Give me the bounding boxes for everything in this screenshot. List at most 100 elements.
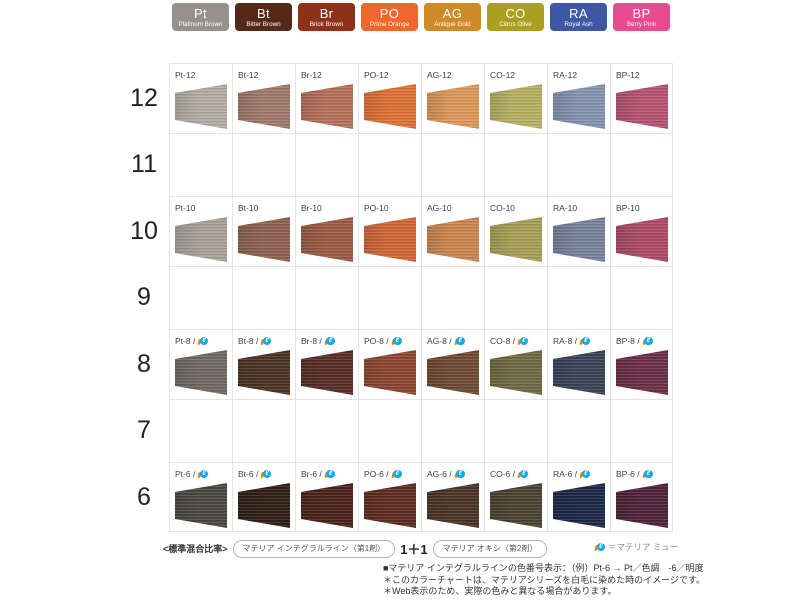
swatch-label-Br-12: Br-12 bbox=[301, 70, 358, 80]
swatch-RA-8 bbox=[553, 350, 605, 395]
swatch-label-Pt-6: Pt-6 / ℓ bbox=[175, 469, 232, 479]
empty-cell-level11-col6 bbox=[547, 133, 610, 196]
empty-cell-level9-col3 bbox=[358, 266, 421, 329]
empty-cell-level9-col4 bbox=[421, 266, 484, 329]
swatch-cell-Pt-6: Pt-6 / ℓ bbox=[169, 462, 232, 532]
level-label-8: 8 bbox=[137, 349, 151, 378]
swatch-label-RA-6: RA-6 / ℓ bbox=[553, 469, 610, 479]
footnote-line: ■マテリア インテグラルラインの色番号表示：（例）Pt-6 → Pt／色調 -6… bbox=[383, 563, 704, 573]
swatch-code-text: BP-6 / bbox=[616, 469, 640, 479]
series-name: Platinum Brown bbox=[178, 20, 223, 28]
series-name: Citrus Olive bbox=[499, 20, 532, 28]
swatch-PO-12 bbox=[364, 84, 416, 129]
swatch-label-AG-10: AG-10 bbox=[427, 203, 484, 213]
swatch-code-text: RA-6 / bbox=[553, 469, 578, 479]
swatch-cell-Bt-8: Bt-8 / ℓ bbox=[232, 329, 295, 399]
swatch-label-Br-8: Br-8 / ℓ bbox=[301, 336, 358, 346]
swatch-label-Bt-8: Bt-8 / ℓ bbox=[238, 336, 295, 346]
swatch-code-text: Pt-6 / bbox=[175, 469, 196, 479]
swatch-cell-BP-10: BP-10 bbox=[610, 196, 673, 266]
swatch-code-text: CO-12 bbox=[490, 70, 516, 80]
swatch-label-CO-12: CO-12 bbox=[490, 70, 547, 80]
swatch-cell-AG-6: AG-6 / ℓ bbox=[421, 462, 484, 532]
materia-mu-icon: ℓ bbox=[197, 469, 209, 479]
swatch-code-text: Bt-8 / bbox=[238, 336, 259, 346]
swatch-BP-12 bbox=[616, 84, 668, 129]
materia-mu-icon: ℓ bbox=[453, 469, 465, 479]
swatch-label-AG-8: AG-8 / ℓ bbox=[427, 336, 484, 346]
materia-mu-icon: ℓ bbox=[390, 469, 402, 479]
swatch-label-BP-8: BP-8 / ℓ bbox=[616, 336, 672, 346]
series-header: Pt Platinum Brown Bt Bitter Brown Br Brick Br… bbox=[169, 3, 673, 31]
materia-mu-icon: ℓ bbox=[260, 336, 272, 346]
swatch-label-Pt-12: Pt-12 bbox=[175, 70, 232, 80]
swatch-AG-12 bbox=[427, 84, 479, 129]
swatch-code-text: AG-6 / bbox=[427, 469, 452, 479]
series-chip-CO: CO Citrus Olive bbox=[487, 3, 544, 31]
materia-mu-icon: ℓ bbox=[517, 336, 529, 346]
materia-mu-icon: ℓ bbox=[453, 336, 465, 346]
swatch-Br-12 bbox=[301, 84, 353, 129]
swatch-code-text: BP-10 bbox=[616, 203, 640, 213]
swatch-label-Br-6: Br-6 / ℓ bbox=[301, 469, 358, 479]
swatch-cell-CO-12: CO-12 bbox=[484, 63, 547, 133]
swatch-cell-BP-8: BP-8 / ℓ bbox=[610, 329, 673, 399]
swatch-Bt-10 bbox=[238, 217, 290, 262]
swatch-CO-8 bbox=[490, 350, 542, 395]
swatch-Pt-8 bbox=[175, 350, 227, 395]
empty-cell-level7-col7 bbox=[610, 399, 673, 462]
materia-mu-legend: ℓ ＝マテリア ミュー bbox=[594, 541, 678, 553]
swatch-label-Bt-6: Bt-6 / ℓ bbox=[238, 469, 295, 479]
swatch-code-text: AG-10 bbox=[427, 203, 452, 213]
series-code: Br bbox=[319, 5, 334, 21]
color-chart-grid: 12 Pt-12 Bt-12 Br-12 PO-12 AG-12 CO-12 RA-12 BP-… bbox=[119, 63, 673, 532]
series-name: Prime Orange bbox=[369, 20, 410, 28]
empty-cell-level7-col2 bbox=[295, 399, 358, 462]
swatch-code-text: RA-12 bbox=[553, 70, 578, 80]
series-chip-Br: Br Brick Brown bbox=[298, 3, 355, 31]
series-code: Pt bbox=[194, 5, 207, 21]
swatch-label-Br-10: Br-10 bbox=[301, 203, 358, 213]
swatch-cell-RA-8: RA-8 / ℓ bbox=[547, 329, 610, 399]
empty-cell-level7-col5 bbox=[484, 399, 547, 462]
swatch-code-text: AG-12 bbox=[427, 70, 452, 80]
series-code: Bt bbox=[257, 5, 270, 21]
materia-mu-icon: ℓ bbox=[390, 336, 402, 346]
materia-mu-icon: ℓ bbox=[579, 336, 591, 346]
swatch-cell-BP-6: BP-6 / ℓ bbox=[610, 462, 673, 532]
series-chip-BP: BP Berry Pink bbox=[613, 3, 670, 31]
footnote-line: ＊このカラーチャートは、マテリアシリーズを白毛に染めた時のイメージです。 bbox=[383, 574, 706, 585]
swatch-BP-8 bbox=[616, 350, 668, 395]
swatch-code-text: CO-8 / bbox=[490, 336, 516, 346]
series-name: Brick Brown bbox=[309, 20, 344, 28]
series-code: AG bbox=[442, 5, 463, 21]
level-label-11: 11 bbox=[131, 150, 157, 178]
swatch-cell-CO-8: CO-8 / ℓ bbox=[484, 329, 547, 399]
swatch-code-text: Br-6 / bbox=[301, 469, 322, 479]
materia-mu-icon: ℓ bbox=[324, 336, 335, 346]
empty-cell-level11-col1 bbox=[232, 133, 295, 196]
empty-cell-level9-col6 bbox=[547, 266, 610, 329]
swatch-Bt-8 bbox=[238, 350, 290, 395]
empty-cell-level7-col0 bbox=[169, 399, 232, 462]
swatch-Pt-12 bbox=[175, 84, 227, 129]
swatch-code-text: PO-12 bbox=[364, 70, 389, 80]
swatch-label-PO-6: PO-6 / ℓ bbox=[364, 469, 421, 479]
series-code: RA bbox=[569, 5, 588, 21]
materia-mu-icon: ℓ bbox=[260, 469, 272, 479]
swatch-Pt-10 bbox=[175, 217, 227, 262]
swatch-code-text: CO-6 / bbox=[490, 469, 516, 479]
swatch-label-CO-10: CO-10 bbox=[490, 203, 547, 213]
mixing-ratio-legend: <標準混合比率> マテリア インテグラルライン（第1剤） 1＋1 マテリア オキ… bbox=[163, 539, 548, 558]
swatch-code-text: Pt-12 bbox=[175, 70, 196, 80]
swatch-CO-10 bbox=[490, 217, 542, 262]
swatch-cell-PO-10: PO-10 bbox=[358, 196, 421, 266]
swatch-label-PO-12: PO-12 bbox=[364, 70, 421, 80]
swatch-BP-6 bbox=[616, 483, 668, 528]
swatch-cell-CO-6: CO-6 / ℓ bbox=[484, 462, 547, 532]
swatch-AG-8 bbox=[427, 350, 479, 395]
empty-cell-level11-col5 bbox=[484, 133, 547, 196]
swatch-label-PO-8: PO-8 / ℓ bbox=[364, 336, 421, 346]
swatch-cell-Br-10: Br-10 bbox=[295, 196, 358, 266]
second-agent-pill: マテリア オキシ（第2剤） bbox=[432, 539, 548, 558]
